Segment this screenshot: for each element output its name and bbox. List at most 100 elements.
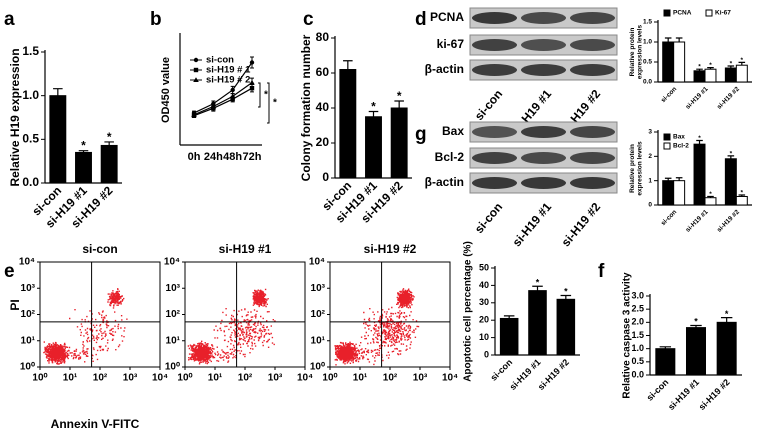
blot-band	[569, 64, 616, 76]
significance-mark: *	[81, 139, 86, 153]
x-tick-label: si-con	[488, 357, 514, 383]
event-dots	[334, 288, 420, 366]
bar	[735, 195, 748, 206]
blot-band	[520, 64, 567, 76]
x-tick-label: 10²	[93, 373, 108, 384]
plot-title: si-H19 #1	[219, 242, 272, 256]
legend-swatch	[663, 142, 671, 150]
bar	[735, 64, 748, 83]
y-tick-label: 1.0	[631, 343, 644, 353]
x-tick-label: 48h	[223, 151, 242, 163]
significance-mark: *	[698, 135, 701, 142]
y-tick-label: 80	[316, 30, 330, 44]
y-tick-label: 10³	[21, 283, 36, 294]
blot-band	[569, 126, 616, 138]
y-tick-label: 0.5	[631, 356, 644, 366]
lane-label: si-con	[472, 87, 505, 123]
significance-mark: *	[741, 57, 744, 64]
error-bar	[104, 141, 114, 146]
legend-label: Ki-67	[715, 10, 731, 17]
significance-mark: *	[725, 309, 729, 319]
y-tick-label: 10¹	[311, 335, 326, 346]
panel-letter: a	[4, 9, 15, 30]
bar	[716, 321, 737, 376]
point	[249, 60, 255, 65]
point	[229, 93, 236, 99]
significance-mark: *	[371, 99, 376, 113]
plot-title: si-con	[82, 242, 117, 256]
y-tick-label: 3	[648, 129, 652, 136]
bar	[655, 348, 676, 376]
legend-swatch	[663, 9, 671, 17]
x-tick-label: si-H19 #1	[684, 208, 709, 233]
y-tick-label: 1.5	[643, 19, 652, 26]
bar	[556, 298, 576, 356]
x-tick-label: 10³	[413, 373, 428, 384]
blot-band	[569, 152, 616, 164]
blot-row-label: Bax	[442, 124, 464, 138]
x-tick-label: si-H19 #1	[684, 85, 709, 110]
significance-mark: *	[564, 287, 568, 297]
blot-row-label: Bcl-2	[435, 150, 465, 164]
y-tick-label: 3.0	[631, 290, 644, 300]
bar	[724, 158, 737, 206]
y-tick-label: 10	[479, 332, 489, 342]
y-tick-label: 10⁴	[164, 257, 180, 268]
significance-mark: *	[536, 277, 540, 287]
blot-row-label: PCNA	[430, 10, 464, 24]
y-tick-label: 0.0	[22, 175, 39, 189]
bar	[499, 317, 519, 356]
bar	[662, 180, 675, 206]
significance-mark: *	[694, 317, 698, 327]
blot-row-label: β-actin	[425, 62, 464, 76]
quadrant-lines	[185, 262, 305, 367]
significance-mark: *	[709, 62, 712, 69]
legend-label: si-con	[206, 55, 234, 66]
y-axis-label: OD450 value	[160, 57, 172, 123]
legend-swatch	[705, 9, 713, 17]
x-tick-label: 10³	[123, 373, 138, 384]
bar	[673, 180, 686, 206]
error-bar	[532, 285, 543, 291]
panel-letter: d	[415, 9, 427, 30]
legend-label: Bcl-2	[673, 143, 689, 150]
blot-band	[471, 12, 518, 24]
y-tick-label: 10¹	[166, 335, 181, 346]
y-tick-label: 10⁰	[20, 362, 35, 373]
significance-mark: *	[107, 130, 112, 144]
blot-band	[569, 12, 616, 24]
x-tick-label: 0h	[188, 151, 201, 163]
y-tick-label: 50	[479, 262, 489, 272]
blot-band	[471, 177, 518, 189]
significance-mark: *	[698, 64, 701, 71]
x-tick-label: 10¹	[63, 373, 78, 384]
y-tick-label: 10²	[311, 309, 326, 320]
blot-band	[520, 177, 567, 189]
blot-band	[471, 152, 518, 164]
bar	[704, 197, 717, 206]
bar	[390, 107, 408, 179]
lane-label: si-con	[472, 200, 505, 236]
x-tick-label: si-H19 #2	[716, 85, 741, 110]
blot-band	[520, 152, 567, 164]
significance-bracket	[258, 82, 261, 108]
point	[249, 79, 255, 85]
x-tick-label: 10⁰	[32, 373, 47, 384]
y-tick-label: 0	[322, 170, 329, 184]
blot-band	[520, 39, 567, 51]
x-axis-label: Annexin V-FITC	[51, 417, 140, 431]
error-bar	[368, 110, 379, 117]
bar	[724, 67, 737, 83]
blot-band	[569, 177, 616, 189]
bar	[365, 116, 382, 179]
legend-label: PCNA	[673, 10, 692, 17]
error-bar	[53, 88, 63, 96]
y-tick-label: 0.5	[643, 59, 652, 66]
y-tick-label: 0.5	[22, 132, 39, 146]
y-tick-label: 10⁴	[309, 257, 325, 268]
blot-band	[471, 64, 518, 76]
significance-mark: *	[730, 150, 733, 157]
y-tick-label: 60	[316, 65, 330, 79]
x-tick-label: 10⁴	[442, 373, 458, 384]
